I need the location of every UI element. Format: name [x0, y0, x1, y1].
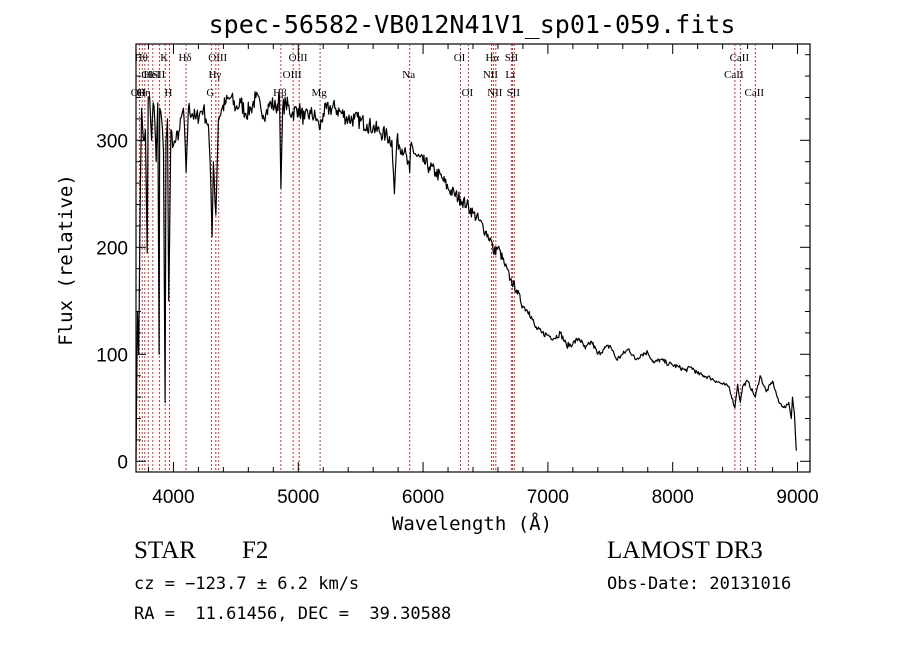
x-tick-label-4: 8000	[652, 487, 694, 508]
object-subclass: F2	[242, 537, 269, 564]
y-tick-label-0: 0	[117, 452, 128, 473]
line-label-7: H	[164, 87, 172, 99]
line-label-20: Hα	[485, 52, 499, 64]
line-label-21: NII	[487, 87, 503, 99]
line-label-10: Hγ	[208, 69, 221, 81]
line-label-13: OIII	[283, 69, 302, 81]
chart-title: spec-56582-VB012N41V1_sp01-059.fits	[209, 10, 736, 39]
line-label-14: OIII	[289, 52, 308, 64]
line-label-3: OI	[141, 69, 153, 81]
line-label-16: Na	[402, 69, 415, 81]
line-label-9: G	[206, 87, 214, 99]
x-tick-label-2: 6000	[402, 487, 444, 508]
y-tick-label-2: 200	[96, 238, 128, 259]
flux-series-line	[135, 91, 797, 462]
line-label-2: Hη	[137, 87, 151, 99]
line-label-4: HeI	[144, 69, 161, 81]
line-label-1: Hθ	[135, 52, 148, 64]
line-label-27: CaII	[745, 87, 765, 99]
y-axis-label: Flux (relative)	[55, 174, 77, 346]
y-tick-label-1: 100	[96, 345, 128, 366]
line-label-26: CaII	[730, 52, 750, 64]
line-label-12: Hβ	[273, 87, 287, 99]
line-label-15: Mg	[311, 87, 327, 99]
observation-date: Obs-Date: 20131016	[607, 574, 792, 594]
y-tick-label-3: 300	[96, 131, 128, 152]
line-label-8: Hδ	[178, 52, 191, 64]
redshift-cz: cz = −123.7 ± 6.2 km/s	[134, 574, 360, 594]
emission-line-labels: OIIHθHηOIHeISIIKHHδGHγOIIIHβOIIIOIIIMgNa…	[131, 52, 765, 99]
x-tick-label-1: 5000	[277, 487, 319, 508]
emission-line-markers	[138, 44, 756, 472]
line-label-25: CaII	[724, 69, 744, 81]
x-tick-label-3: 7000	[527, 487, 569, 508]
survey-name: LAMOST DR3	[607, 537, 763, 564]
x-tick-label-0: 4000	[152, 487, 194, 508]
x-tick-label-5: 9000	[776, 487, 818, 508]
coordinates: RA = 11.61456, DEC = 39.30588	[134, 604, 452, 624]
line-label-0: OII	[131, 87, 147, 99]
object-class: STAR	[134, 537, 196, 564]
x-axis-ticks: 4000 5000 6000 7000 8000 9000	[147, 44, 819, 508]
line-label-23: SII	[505, 52, 519, 64]
line-label-11: OIII	[208, 52, 227, 64]
line-label-5: SII	[152, 69, 166, 81]
line-label-18: OI	[462, 87, 474, 99]
line-label-19: NII	[483, 69, 499, 81]
line-label-6: K	[160, 52, 168, 64]
line-label-22: Li	[505, 69, 515, 81]
y-axis-ticks: 0 100 200 300	[96, 54, 810, 473]
line-label-24: SII	[507, 87, 521, 99]
line-label-17: OI	[454, 52, 466, 64]
x-axis-label: Wavelength (Å)	[392, 512, 552, 535]
